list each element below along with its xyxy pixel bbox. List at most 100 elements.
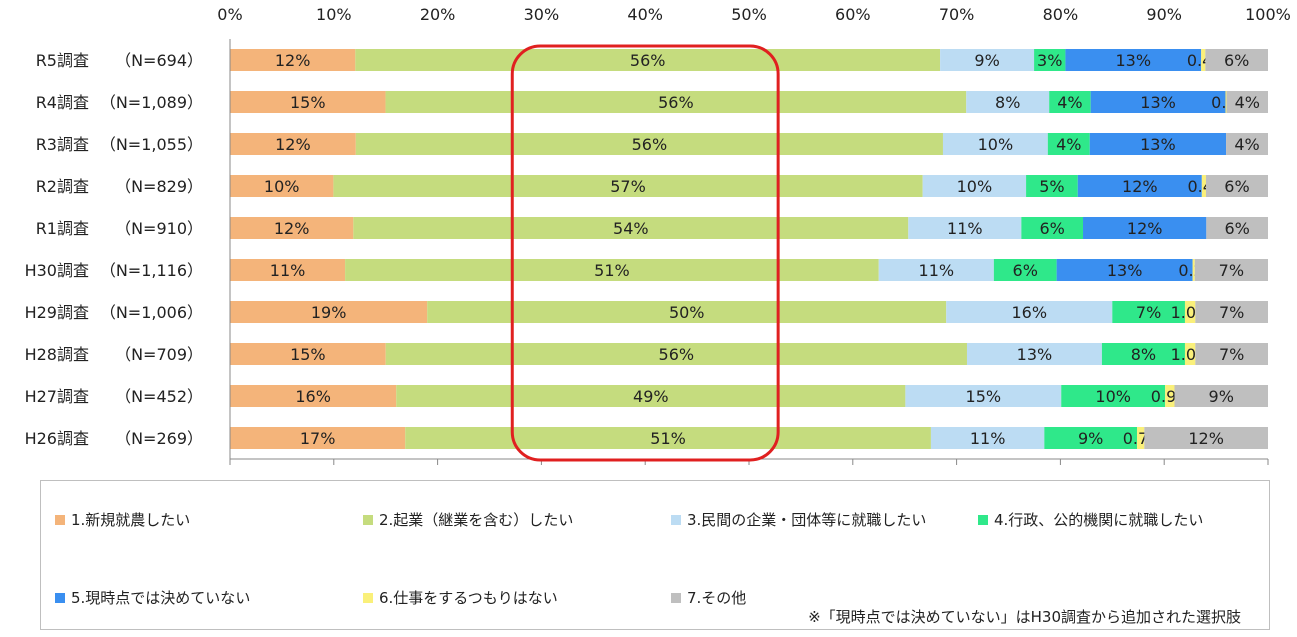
highlight-rect bbox=[510, 44, 780, 462]
bar-segment bbox=[908, 217, 1022, 239]
legend-item-4: 4.行政、公的機関に就職したい bbox=[978, 509, 1203, 530]
legend-item-1: 1.新規就農したい bbox=[55, 509, 190, 530]
bar-segment bbox=[385, 343, 967, 365]
category-label: H29調査 bbox=[25, 303, 89, 322]
sample-size-label: （N=1,006） bbox=[100, 303, 203, 322]
data-label: 13% bbox=[1107, 261, 1143, 280]
bar-segment bbox=[1077, 175, 1202, 197]
data-label: 13% bbox=[1017, 345, 1053, 364]
x-axis-ticks: 0% 10% 20% 30% 40% 50% 60% 70% 80% 90% 100% bbox=[217, 5, 1291, 24]
bar-row: R5調査（N=694）12%56%9%3%13%0.4%6% bbox=[36, 49, 1268, 71]
bar-segment bbox=[333, 175, 923, 197]
bar-row: H29調査 （N=1,006） 19% 50% 16% 7% 1.0% 7% bbox=[25, 301, 1268, 323]
data-label: 9% bbox=[974, 51, 999, 70]
bar-segment bbox=[1184, 343, 1196, 365]
bar-segment bbox=[1226, 133, 1268, 155]
category-label: H26調査 bbox=[25, 429, 89, 448]
x-tick-label: 60% bbox=[835, 5, 871, 24]
legend-swatch bbox=[671, 592, 681, 603]
legend-item-7: 7.その他 bbox=[671, 587, 746, 608]
bar-segment bbox=[1201, 49, 1206, 71]
data-label: 51% bbox=[650, 429, 686, 448]
data-label: 49% bbox=[633, 387, 669, 406]
bar-segment bbox=[1089, 133, 1227, 155]
sample-size-label: （N=452） bbox=[115, 387, 203, 406]
data-label: 8% bbox=[995, 93, 1020, 112]
bar-segment bbox=[940, 49, 1035, 71]
bar-segment bbox=[230, 259, 346, 281]
sample-size-label: （N=910） bbox=[115, 219, 203, 238]
bar-segment bbox=[878, 259, 994, 281]
data-label: 13% bbox=[1116, 51, 1152, 70]
legend-label: 6.仕事をするつもりはない bbox=[379, 589, 558, 607]
data-label: 12% bbox=[275, 51, 311, 70]
bar-segment bbox=[905, 385, 1062, 407]
data-label: 56% bbox=[658, 93, 694, 112]
data-label: 10% bbox=[957, 177, 993, 196]
legend-swatch bbox=[55, 514, 65, 525]
data-label: 11% bbox=[919, 261, 955, 280]
bar-segment bbox=[1206, 217, 1268, 239]
x-tick-label: 50% bbox=[731, 5, 767, 24]
data-label: 10% bbox=[1095, 387, 1131, 406]
data-label: 10% bbox=[264, 177, 300, 196]
sample-size-label: （N=1,116） bbox=[100, 261, 203, 280]
category-label: R1調査 bbox=[36, 219, 89, 238]
bar-segment bbox=[922, 175, 1027, 197]
legend-label: 2.起業（継業を含む）したい bbox=[379, 511, 574, 529]
x-tick-label: 70% bbox=[939, 5, 975, 24]
bar-segment bbox=[230, 175, 334, 197]
data-label: 51% bbox=[594, 261, 630, 280]
sample-size-label: （N=709） bbox=[115, 345, 203, 364]
data-label: 7% bbox=[1219, 261, 1244, 280]
bar-segment bbox=[1144, 427, 1268, 449]
legend: 1.新規就農したい 2.起業（継業を含む）したい 3.民間の企業・団体等に就職し… bbox=[40, 480, 1270, 630]
bar-segment bbox=[1201, 175, 1206, 197]
bar-segment bbox=[355, 49, 941, 71]
legend-swatch bbox=[55, 592, 65, 603]
highlight-frame bbox=[510, 44, 780, 462]
data-label: 5% bbox=[1039, 177, 1064, 196]
data-label: 13% bbox=[1140, 135, 1176, 154]
data-label: 15% bbox=[290, 93, 326, 112]
bar-segment bbox=[230, 385, 397, 407]
data-label: 16% bbox=[1011, 303, 1047, 322]
data-label: 56% bbox=[632, 135, 668, 154]
category-label: R2調査 bbox=[36, 177, 89, 196]
data-label: 11% bbox=[947, 219, 983, 238]
data-label: 19% bbox=[311, 303, 347, 322]
bar-row: H27調査 （N=452） 16% 49% 15% 10% 0.9% 9% bbox=[25, 385, 1268, 407]
bar-segment bbox=[1056, 259, 1193, 281]
bar-segment bbox=[1184, 301, 1196, 323]
category-label: H28調査 bbox=[25, 345, 89, 364]
bar-segment bbox=[1174, 385, 1268, 407]
bar-segment bbox=[230, 91, 386, 113]
data-label: 7% bbox=[1219, 345, 1244, 364]
bar-segment bbox=[1112, 301, 1185, 323]
sample-size-label: （N=694） bbox=[115, 51, 203, 70]
sample-size-label: （N=829） bbox=[115, 177, 203, 196]
bar-segment bbox=[1090, 91, 1226, 113]
bar-segment bbox=[1026, 175, 1078, 197]
legend-item-3: 3.民間の企業・団体等に就職したい bbox=[671, 509, 926, 530]
data-label: 4% bbox=[1056, 135, 1081, 154]
x-tick-label: 20% bbox=[420, 5, 456, 24]
data-label: 15% bbox=[290, 345, 326, 364]
x-tick-label: 90% bbox=[1146, 5, 1182, 24]
x-tick-label: 10% bbox=[316, 5, 352, 24]
bar-segment bbox=[1205, 175, 1268, 197]
bar-segment bbox=[1101, 343, 1185, 365]
data-label: 12% bbox=[274, 219, 310, 238]
bar-segment bbox=[1192, 259, 1195, 281]
data-label: 13% bbox=[1140, 93, 1176, 112]
category-label: R4調査 bbox=[36, 93, 89, 112]
legend-label: 5.現時点では決めていない bbox=[71, 589, 251, 607]
data-label: 50% bbox=[669, 303, 705, 322]
legend-label: 3.民間の企業・団体等に就職したい bbox=[687, 511, 927, 529]
bar-segment bbox=[993, 259, 1057, 281]
data-label: 12% bbox=[1188, 429, 1224, 448]
data-label: 4% bbox=[1235, 93, 1260, 112]
chart-note: ※「現時点では決めていない」はH30調査から追加された選択肢 bbox=[808, 608, 1241, 626]
bar-row: H26調査 （N=269） 17% 51% 11% 9% 0.7% 12% bbox=[25, 427, 1268, 449]
data-label: 56% bbox=[630, 51, 666, 70]
